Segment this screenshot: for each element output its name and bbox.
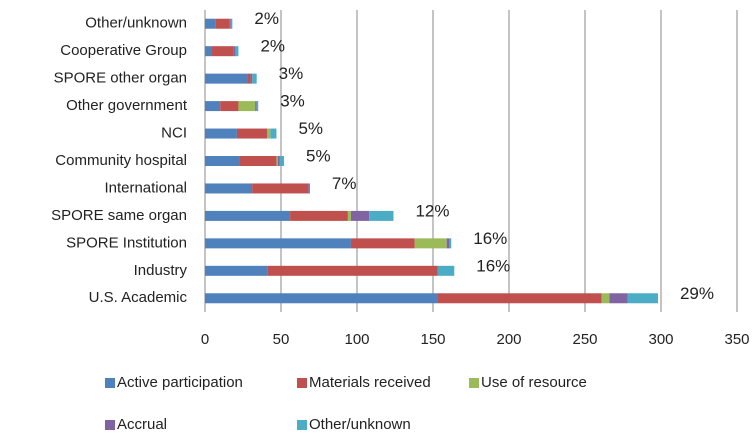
bar-segment	[239, 156, 277, 166]
bar-segment	[252, 73, 257, 84]
x-tick-label: 0	[201, 331, 209, 348]
bar-segment	[279, 156, 285, 166]
total-label: 5%	[306, 146, 331, 165]
bar-segment	[446, 238, 450, 249]
total-label: 5%	[298, 119, 323, 138]
total-label: 3%	[280, 92, 305, 111]
x-tick-label: 350	[724, 331, 749, 348]
bar-segment	[437, 293, 602, 304]
bar-segment	[205, 183, 253, 194]
bar-segment	[205, 73, 248, 84]
bar-segment	[267, 128, 271, 139]
bar-segment	[347, 210, 351, 221]
total-label: 2%	[260, 37, 285, 56]
y-tick-label: Other government	[66, 97, 188, 114]
legend-label: Active participation	[117, 374, 243, 391]
bar-segment	[205, 265, 268, 276]
bar-segment	[205, 101, 221, 112]
bar-segment	[414, 238, 447, 249]
total-label: 16%	[473, 229, 507, 248]
y-tick-label: SPORE Institution	[66, 234, 187, 251]
bar-segment	[270, 128, 277, 139]
legend-label: Use of resource	[481, 374, 587, 391]
bar-segment	[211, 46, 234, 57]
bar-segment	[256, 101, 259, 112]
bar-segment	[247, 73, 251, 84]
bar-segment	[229, 18, 231, 29]
bar-segment	[290, 210, 348, 221]
bar-segment	[205, 46, 212, 57]
bar-segment	[369, 210, 394, 221]
y-tick-label: Other/unknown	[85, 15, 187, 32]
legend-swatch	[297, 378, 307, 388]
legend-swatch	[105, 420, 115, 430]
x-tick-label: 300	[648, 331, 673, 348]
bar-segment	[205, 210, 291, 221]
bar-segment	[437, 265, 455, 276]
x-tick-label: 50	[273, 331, 290, 348]
x-tick-label: 150	[420, 331, 445, 348]
x-tick-label: 100	[344, 331, 369, 348]
bar-segment	[233, 46, 236, 57]
legend-swatch	[105, 378, 115, 388]
bar-segment	[205, 293, 438, 304]
bar-segment	[252, 183, 309, 194]
bar-segment	[250, 73, 253, 84]
bar-segment	[276, 156, 278, 166]
bar-segment	[230, 18, 233, 29]
y-tick-label: NCI	[161, 125, 187, 142]
bar-segment	[609, 293, 628, 304]
total-label: 3%	[279, 64, 304, 83]
total-label: 7%	[332, 174, 357, 193]
bar-segment	[205, 18, 216, 29]
x-tick-label: 250	[572, 331, 597, 348]
y-tick-label: Cooperative Group	[60, 42, 187, 59]
total-label: 12%	[415, 201, 449, 220]
legend-label: Materials received	[309, 374, 431, 391]
bar-segment	[350, 210, 370, 221]
bar-segment	[277, 156, 280, 166]
y-tick-label: SPORE same organ	[51, 207, 187, 224]
bar-segment	[236, 128, 268, 139]
bar-segment	[235, 46, 239, 57]
y-tick-label: International	[104, 179, 187, 196]
bar-segment	[267, 265, 438, 276]
y-tick-label: U.S. Academic	[89, 289, 188, 306]
bar-segment	[205, 128, 237, 139]
bar-segment	[205, 156, 240, 166]
x-tick-label: 200	[496, 331, 521, 348]
bar-segment	[238, 101, 256, 112]
legend-swatch	[469, 378, 479, 388]
bar-segment	[350, 238, 415, 249]
total-label: 2%	[254, 9, 279, 28]
y-tick-label: Industry	[134, 262, 188, 279]
bar-segment	[627, 293, 658, 304]
bar-segment	[449, 238, 452, 249]
bar-segment	[215, 18, 230, 29]
bar-segment	[308, 183, 310, 194]
bar-segment	[255, 101, 257, 112]
y-tick-label: SPORE other organ	[54, 70, 187, 87]
bar-segment	[601, 293, 610, 304]
bar-segment	[220, 101, 239, 112]
total-label: 29%	[680, 284, 714, 303]
legend-label: Accrual	[117, 416, 167, 433]
legend-label: Other/unknown	[309, 416, 411, 433]
total-label: 16%	[476, 256, 510, 275]
legend-swatch	[297, 420, 307, 430]
bar-segment	[205, 238, 351, 249]
y-tick-label: Community hospital	[55, 152, 187, 169]
